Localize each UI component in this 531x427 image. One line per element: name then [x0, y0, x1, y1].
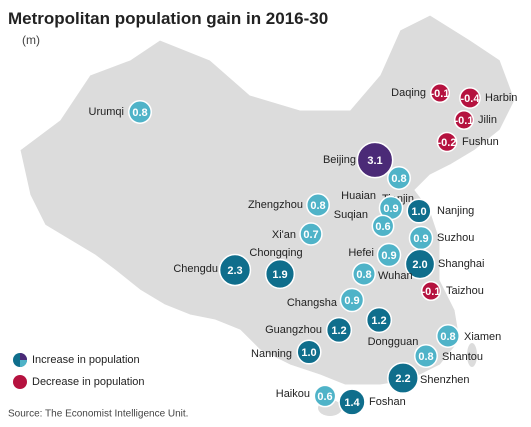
city-value: 1.0 [411, 206, 426, 218]
city-value: 0.9 [383, 203, 398, 215]
city-bubble [387, 362, 419, 394]
city-value: -0.4 [461, 93, 481, 105]
city-bubble [296, 339, 322, 365]
city-bubble [371, 214, 395, 238]
city-bubble [356, 141, 394, 179]
city-bubble [352, 262, 376, 286]
city-name: Chengdu [173, 263, 218, 275]
city-bubble [313, 384, 337, 408]
city-name: Nanning [251, 348, 292, 360]
city-name: Jilin [478, 114, 497, 126]
city-name: Haikou [276, 388, 310, 400]
city-value: 1.2 [371, 315, 386, 327]
city-name: Hefei [348, 247, 374, 259]
city-name: Guangzhou [265, 324, 322, 336]
city-bubble [299, 222, 323, 246]
city-bubble [436, 324, 460, 348]
city-bubble [264, 258, 296, 290]
city-value: 2.2 [395, 373, 410, 385]
city-value: 1.9 [272, 269, 287, 281]
city-value: 0.8 [356, 269, 371, 281]
city-value: -0.2 [438, 137, 457, 149]
city-name: Harbin [485, 92, 517, 104]
city-value: 0.8 [418, 351, 433, 363]
legend-swatch [13, 375, 27, 389]
city-name: Zhengzhou [248, 199, 303, 211]
city-name: Xi'an [272, 229, 296, 241]
city-bubble [339, 287, 365, 313]
city-value: 0.9 [381, 250, 396, 262]
subtitle: (m) [22, 33, 40, 47]
city-value: 0.8 [132, 107, 147, 119]
city-value: 0.8 [391, 173, 406, 185]
city-bubble [453, 109, 475, 131]
city-value: 0.8 [310, 200, 325, 212]
city-name: Dongguan [368, 336, 419, 348]
city-name: Foshan [369, 396, 406, 408]
city-bubble [376, 242, 402, 268]
city-bubble [459, 87, 481, 109]
city-bubble [436, 131, 458, 153]
legend-label: Decrease in population [32, 376, 145, 388]
city-name: Nanjing [437, 205, 474, 217]
city-name: Wuhan [378, 270, 413, 282]
city-bubble [406, 198, 432, 224]
city-name: Taizhou [446, 285, 484, 297]
city-name: Changsha [287, 297, 338, 309]
title: Metropolitan population gain in 2016-30 [8, 9, 328, 28]
city-value: 0.6 [317, 391, 332, 403]
city-bubble [325, 316, 353, 344]
city-value: 1.0 [301, 347, 316, 359]
city-name: Chongqing [249, 247, 302, 259]
taiwan [467, 343, 477, 367]
city-value: 0.7 [303, 229, 318, 241]
legend-label: Increase in population [32, 354, 140, 366]
city-value: 0.9 [344, 295, 359, 307]
city-value: 1.2 [331, 325, 346, 337]
city-bubble [218, 253, 252, 287]
city-name: Urumqi [89, 106, 124, 118]
city-bubble [404, 248, 436, 280]
city-bubble [128, 100, 152, 124]
city-name: Beijing [323, 154, 356, 166]
city-bubble [429, 82, 451, 104]
city-value: 1.4 [344, 397, 360, 409]
city-name: Suqian [334, 209, 368, 221]
city-name: Suzhou [437, 232, 474, 244]
city-value: 3.1 [367, 155, 382, 167]
city-name: Shenzhen [420, 374, 470, 386]
city-name: Huaian [341, 190, 376, 202]
city-value: 0.9 [413, 233, 428, 245]
city-name: Shantou [442, 351, 483, 363]
city-value: 0.8 [440, 331, 455, 343]
city-value: -0.1 [422, 286, 441, 298]
legend: Increase in population Decrease in popul… [13, 353, 145, 389]
city-value: 0.6 [375, 221, 390, 233]
city-bubble [365, 306, 393, 334]
city-value: -0.1 [455, 115, 474, 127]
city-bubble [420, 280, 442, 302]
city-value: 2.3 [227, 265, 242, 277]
city-value: -0.1 [431, 88, 450, 100]
legend-swatch [20, 353, 27, 360]
legend-swatch [20, 360, 27, 367]
city-value: 2.0 [412, 259, 427, 271]
city-name: Xiamen [464, 331, 501, 343]
city-bubble [306, 193, 330, 217]
city-bubble [387, 166, 411, 190]
city-bubble [414, 344, 438, 368]
city-name: Fushun [462, 136, 499, 148]
city-name: Shanghai [438, 258, 485, 270]
city-bubble [338, 388, 366, 416]
city-name: Daqing [391, 87, 426, 99]
source: Source: The Economist Intelligence Unit. [8, 409, 188, 420]
